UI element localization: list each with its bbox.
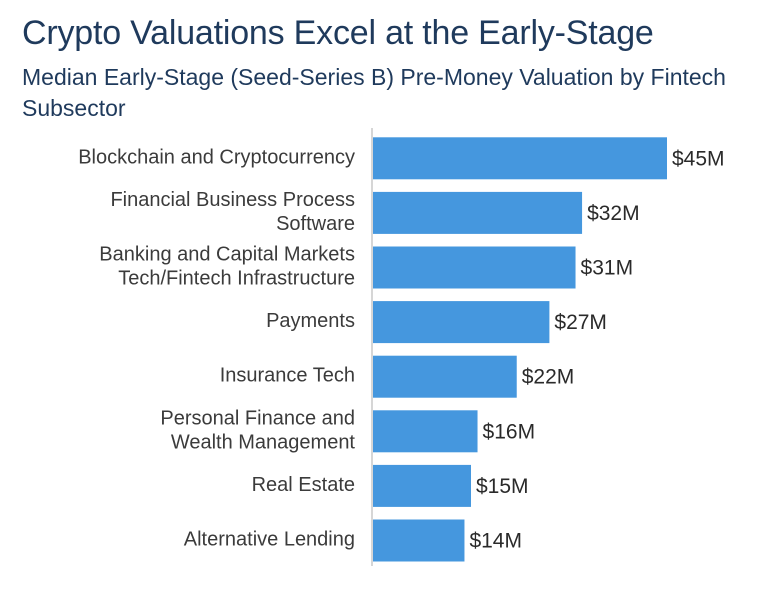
value-label-3: $31M: [581, 257, 634, 280]
category-label-1: Blockchain and Cryptocurrency: [78, 146, 355, 168]
value-label-6: $16M: [483, 420, 536, 443]
value-label-2: $32M: [587, 202, 640, 225]
value-labels-group: $45M $32M $31M $27M $22M $16M $15M $14M: [469, 147, 724, 552]
category-label-5: Insurance Tech: [220, 365, 355, 387]
value-label-8: $14M: [469, 530, 522, 553]
bars-group: [373, 137, 667, 562]
bar-5: [373, 355, 517, 398]
category-label-3: Banking and Capital Markets Tech/Fintech …: [99, 244, 355, 290]
chart-title: Crypto Valuations Excel at the Early-Sta…: [22, 14, 654, 52]
bar-8: [373, 519, 465, 562]
bar-2: [373, 191, 583, 234]
category-label-2: Financial Business Process Software: [110, 189, 355, 235]
bar-6: [373, 410, 478, 453]
bar-1: [373, 137, 667, 180]
value-label-4: $27M: [554, 311, 607, 334]
category-label-6: Personal Finance and Wealth Management: [160, 407, 355, 453]
bar-4: [373, 301, 550, 344]
value-label-5: $22M: [522, 366, 575, 389]
category-label-7: Real Estate: [252, 474, 355, 496]
chart-subtitle: Median Early-Stage (Seed-Series B) Pre-M…: [22, 64, 726, 121]
category-label-8: Alternative Lending: [184, 529, 355, 551]
category-labels-group: Blockchain and Cryptocurrency Financial B…: [78, 146, 355, 550]
bar-7: [373, 464, 471, 507]
value-label-7: $15M: [476, 475, 529, 498]
value-label-1: $45M: [672, 147, 725, 170]
bar-3: [373, 246, 576, 289]
category-label-4: Payments: [266, 310, 355, 332]
